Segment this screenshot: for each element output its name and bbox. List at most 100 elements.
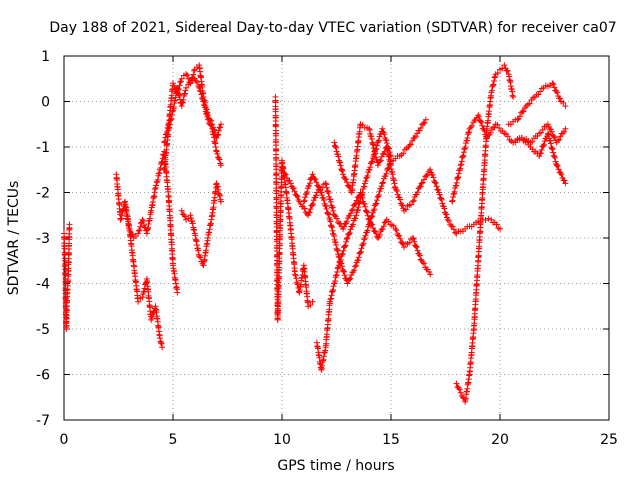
data-point — [279, 166, 285, 173]
data-point — [213, 180, 220, 187]
data-point — [174, 289, 181, 296]
data-point-interp — [323, 184, 330, 191]
data-point — [165, 125, 172, 132]
data-point-interp — [305, 209, 312, 216]
data-point-interp — [375, 191, 382, 198]
y-tick-label: -5 — [36, 322, 50, 338]
data-point-interp — [372, 228, 379, 235]
x-tick-label: 10 — [273, 432, 291, 448]
data-point — [217, 121, 224, 128]
data-point-interp — [366, 221, 373, 228]
data-point-interp — [352, 263, 359, 270]
data-point-interp — [359, 241, 366, 248]
data-point-interp — [286, 177, 293, 184]
data-point-interp — [417, 124, 424, 131]
data-point-interp — [177, 96, 184, 103]
data-point-interp — [136, 227, 143, 234]
data-point-interp — [150, 309, 157, 316]
data-point-interp — [478, 119, 485, 126]
data-point-interp — [340, 247, 347, 254]
data-point-interp — [450, 194, 457, 201]
data-point-interp — [329, 227, 336, 234]
data-point-interp — [156, 170, 163, 177]
data-point-interp — [358, 245, 365, 252]
x-tick-label: 20 — [491, 432, 509, 448]
y-tick-label: -1 — [36, 140, 50, 156]
data-point-interp — [306, 209, 313, 216]
data-point — [510, 93, 517, 100]
data-point — [553, 162, 560, 169]
data-point-interp — [313, 192, 320, 199]
data-point-interp — [341, 272, 348, 279]
data-point-interp — [293, 192, 300, 199]
data-point-interp — [355, 254, 362, 261]
data-points — [61, 62, 569, 405]
x-axis-label: GPS time / hours — [277, 458, 394, 474]
y-tick-label: -2 — [36, 186, 50, 202]
data-point — [483, 134, 490, 141]
data-point-interp — [214, 132, 221, 139]
data-point-interp — [153, 182, 160, 189]
data-point-interp — [349, 206, 356, 213]
data-point-interp — [318, 192, 325, 199]
data-point-interp — [467, 124, 474, 131]
data-point-interp — [215, 155, 222, 162]
data-point-interp — [214, 183, 221, 190]
data-point-interp — [556, 136, 563, 143]
data-point — [217, 162, 224, 169]
chart-title: Day 188 of 2021, Sidereal Day-to-day VTE… — [49, 20, 616, 36]
y-tick-label: -6 — [36, 368, 50, 384]
data-point-interp — [341, 243, 348, 250]
data-point-interp — [402, 206, 409, 213]
data-point-interp — [327, 295, 334, 302]
data-point-interp — [193, 79, 200, 86]
data-point-interp — [451, 188, 458, 195]
data-point-interp — [197, 88, 204, 95]
data-point-interp — [334, 247, 341, 254]
data-point-interp — [438, 196, 445, 203]
data-point-interp — [331, 232, 338, 239]
data-point-interp — [342, 242, 349, 249]
data-point — [457, 162, 464, 169]
data-point-interp — [558, 171, 565, 178]
data-point-interp — [529, 138, 536, 145]
data-point-interp — [325, 189, 332, 196]
y-axis-label: SDTVAR / TECUs — [6, 181, 22, 296]
data-point-interp — [494, 70, 501, 77]
data-point-interp — [307, 206, 314, 213]
data-point-interp — [465, 129, 472, 136]
data-point — [292, 271, 299, 278]
data-point — [309, 298, 316, 305]
data-point-interp — [419, 179, 426, 186]
data-point — [139, 216, 146, 223]
data-point-interp — [487, 129, 494, 136]
data-point — [170, 80, 176, 87]
data-point-interp — [337, 159, 344, 166]
data-point-interp — [157, 165, 164, 172]
data-point-interp — [454, 174, 461, 181]
data-point-interp — [421, 119, 428, 126]
data-point-interp — [339, 263, 346, 270]
data-point-interp — [545, 131, 552, 138]
data-point-interp — [192, 77, 199, 84]
data-point-interp — [557, 133, 564, 140]
data-point-interp — [181, 91, 188, 98]
data-point-interp — [128, 230, 135, 237]
data-point — [196, 84, 203, 91]
data-point-interp — [180, 97, 187, 104]
data-point-interp — [191, 227, 198, 234]
data-point-interp — [456, 386, 463, 393]
data-point-interp — [490, 81, 497, 88]
x-tick-label: 0 — [60, 432, 69, 448]
data-point-interp — [393, 227, 400, 234]
data-point-interp — [554, 163, 561, 170]
data-point-interp — [526, 100, 533, 107]
data-point — [344, 280, 351, 287]
data-point-interp — [168, 112, 175, 119]
data-point-interp — [328, 292, 335, 299]
data-point — [427, 271, 434, 278]
data-point-interp — [182, 87, 189, 94]
data-point — [562, 103, 569, 110]
data-point-interp — [459, 153, 466, 160]
